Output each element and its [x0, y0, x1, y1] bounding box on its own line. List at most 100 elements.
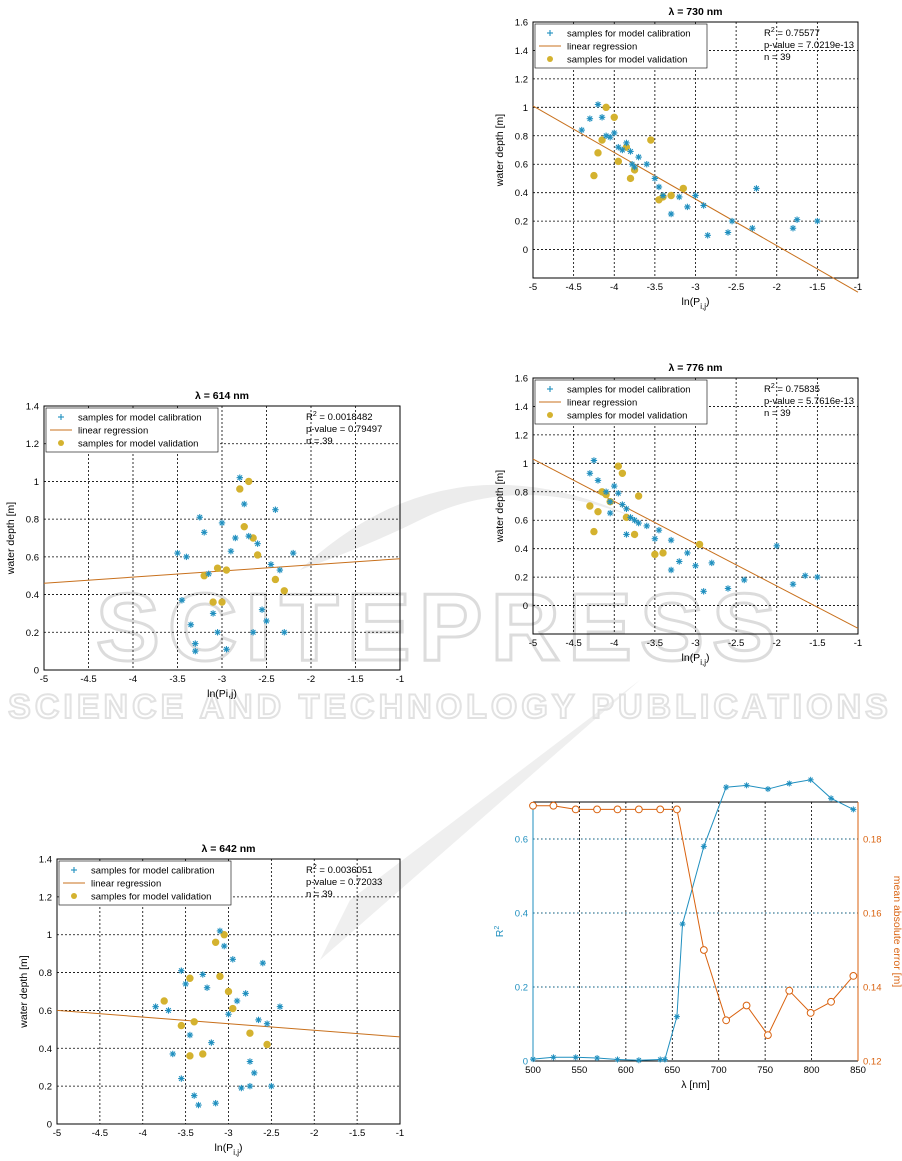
- y-tick-label: 0.4: [515, 544, 528, 555]
- y-right-tick-label: 0.16: [863, 909, 882, 920]
- calibration-point: [623, 505, 630, 513]
- calibration-point-stroke: [205, 571, 212, 577]
- y-left-axis-label: R2: [494, 926, 506, 938]
- calibration-point: [619, 501, 626, 508]
- legend-label-calibration: samples for model calibration: [567, 385, 691, 396]
- plot-frame: [56, 858, 401, 1125]
- calibration-point-stroke: [263, 618, 270, 624]
- calibration-point-stroke: [635, 520, 642, 526]
- validation-point: [186, 974, 194, 982]
- calibration-point-stroke: [251, 1070, 257, 1076]
- legend-validation-marker: [547, 56, 553, 62]
- calibration-point: [238, 1084, 245, 1092]
- calibration-point-stroke: [212, 1100, 219, 1106]
- r2-point-stroke: [786, 781, 792, 786]
- calibration-point-stroke: [684, 550, 691, 556]
- calibration-point: [676, 193, 683, 201]
- r2-point-stroke: [701, 843, 707, 849]
- mae-series-line: [533, 805, 854, 1037]
- validation-point: [614, 157, 623, 166]
- calibration-point-stroke: [197, 514, 203, 520]
- calibration-point: [684, 549, 691, 557]
- y-tick-label: 0.8: [26, 515, 39, 526]
- x-tick-label: -1: [396, 674, 404, 685]
- y-tick-label: 1.2: [515, 74, 528, 85]
- calibration-point-stroke: [753, 185, 760, 192]
- validation-point: [590, 527, 598, 536]
- calibration-point: [254, 540, 261, 547]
- calibration-point-stroke: [692, 563, 699, 569]
- stat-n: n = 39: [764, 408, 791, 419]
- calibration-point: [209, 610, 217, 617]
- stat-r-squared-symbol: R: [764, 384, 771, 395]
- calibration-point: [246, 1082, 254, 1090]
- y-tick-label: 1.6: [515, 374, 528, 385]
- x-axis-label-main: ln(P: [215, 1142, 234, 1154]
- mae-series-point: [549, 801, 558, 810]
- chart-title: λ = 642 nm: [202, 843, 256, 855]
- calibration-point-stroke: [644, 161, 650, 167]
- calibration-point-stroke: [260, 960, 266, 966]
- calibration-point: [272, 506, 279, 513]
- stat-r-squared-exponent: 2: [771, 383, 775, 390]
- calibration-point-stroke: [725, 229, 731, 236]
- plot-frame: [43, 405, 401, 671]
- x-tick-label: -2.5: [263, 1128, 279, 1139]
- x-tick-label: -1: [396, 1128, 404, 1139]
- calibration-point-stroke: [238, 1085, 245, 1091]
- calibration-point: [684, 203, 691, 211]
- legend-calibration-marker: [547, 30, 553, 36]
- calibration-point-stroke: [660, 192, 666, 199]
- y-tick-label: 0: [523, 245, 528, 256]
- calibration-point-stroke: [635, 154, 642, 160]
- y-left-tick-label: 0.4: [515, 909, 528, 920]
- calibration-point-stroke: [595, 101, 601, 108]
- validation-point: [209, 598, 217, 606]
- y-left-tick-label: 0.6: [515, 835, 528, 846]
- mae-series-point: [849, 972, 858, 980]
- calibration-point-stroke: [272, 507, 279, 513]
- r2-point-stroke: [765, 786, 771, 792]
- calibration-point: [223, 646, 230, 653]
- legend-label-validation: samples for model validation: [78, 439, 198, 450]
- stat-r-squared: R2 = 0.0018482: [306, 411, 373, 423]
- r2-point-stroke: [636, 1057, 642, 1063]
- legend-label-calibration: samples for model calibration: [91, 866, 215, 877]
- validation-point: [610, 113, 618, 121]
- calibration-point: [216, 927, 224, 935]
- x-tick-label: -3: [691, 638, 699, 649]
- calibration-point: [676, 558, 683, 565]
- calibration-point: [183, 553, 190, 561]
- calibration-point: [700, 202, 707, 209]
- calibration-point: [602, 488, 610, 495]
- calibration-point-stroke: [268, 1083, 275, 1089]
- y-tick-label: 1.2: [39, 892, 52, 903]
- x-tick-label: 750: [757, 1065, 773, 1076]
- validation-point: [630, 530, 639, 539]
- x-axis-label-sub: i,j: [233, 1148, 239, 1157]
- x-tick-label: -1.5: [809, 638, 825, 649]
- validation-point: [218, 598, 226, 606]
- validation-point: [240, 522, 248, 531]
- calibration-point-stroke: [241, 501, 247, 507]
- y-axis-label: water depth [m]: [494, 114, 506, 187]
- calibration-point: [631, 517, 638, 524]
- y-right-tick-label: 0.12: [863, 1057, 882, 1068]
- calibration-point-stroke: [704, 232, 711, 239]
- r2-point-stroke: [828, 795, 834, 801]
- calibration-point: [205, 570, 212, 578]
- x-axis-label-main: ln(P: [682, 296, 701, 308]
- calibration-point: [245, 532, 252, 540]
- calibration-point: [606, 134, 614, 141]
- validation-point: [590, 171, 598, 180]
- calibration-point: [667, 566, 675, 574]
- calibration-point: [236, 474, 243, 481]
- calibration-point: [627, 514, 634, 521]
- stat-n: n = 39: [306, 436, 333, 447]
- y-tick-label: 0.6: [39, 1006, 52, 1017]
- calibration-point: [192, 640, 199, 647]
- x-tick-label: -2: [773, 638, 781, 649]
- regression-line: [56, 1009, 401, 1038]
- calibration-point-stroke: [290, 550, 296, 556]
